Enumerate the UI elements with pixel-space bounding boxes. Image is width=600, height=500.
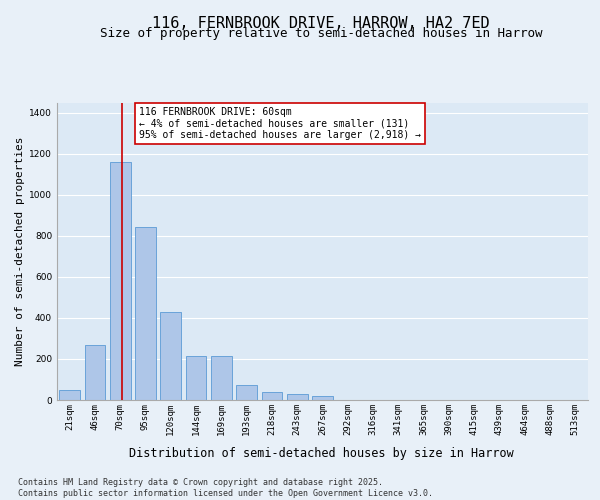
Bar [110, 162, 131, 400]
Text: 116, FERNBROOK DRIVE, HARROW, HA2 7ED: 116, FERNBROOK DRIVE, HARROW, HA2 7ED [152, 16, 490, 31]
Bar [236, 384, 257, 400]
Text: 116 FERNBROOK DRIVE: 60sqm
← 4% of semi-detached houses are smaller (131)
95% of: 116 FERNBROOK DRIVE: 60sqm ← 4% of semi-… [139, 107, 421, 140]
Bar [211, 356, 232, 400]
Bar [135, 226, 156, 400]
Text: Size of property relative to semi-detached houses in Harrow: Size of property relative to semi-detach… [100, 28, 542, 40]
Bar [262, 392, 282, 400]
Bar [85, 344, 105, 400]
Bar [186, 356, 206, 400]
Bar [160, 312, 181, 400]
Bar [287, 394, 308, 400]
Bar [312, 396, 333, 400]
Y-axis label: Number of semi-detached properties: Number of semi-detached properties [15, 136, 25, 366]
Text: Contains HM Land Registry data © Crown copyright and database right 2025.
Contai: Contains HM Land Registry data © Crown c… [18, 478, 433, 498]
Bar [59, 390, 80, 400]
Text: Distribution of semi-detached houses by size in Harrow: Distribution of semi-detached houses by … [128, 448, 514, 460]
